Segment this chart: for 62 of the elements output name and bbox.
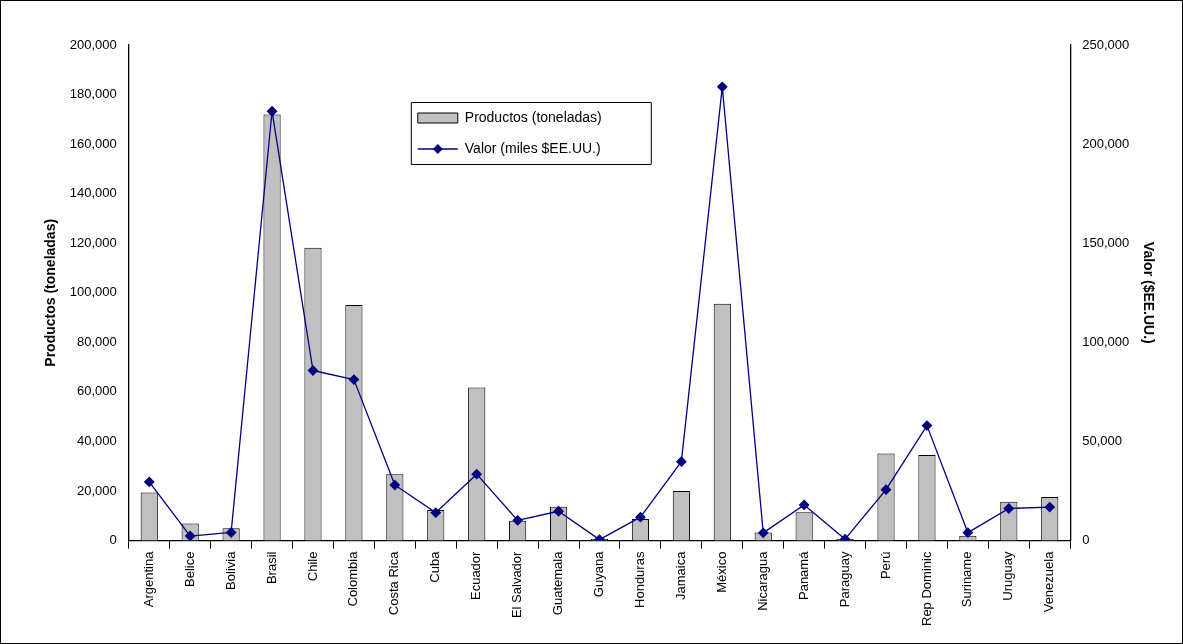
x-tick-label: Jamaica	[672, 550, 688, 601]
point	[880, 484, 892, 495]
point	[717, 81, 728, 92]
x-tick-label: Cuba	[427, 550, 443, 583]
point	[430, 507, 441, 518]
x-tick-label: Suriname	[959, 551, 975, 608]
y-tick-label: 60,000	[77, 383, 117, 399]
x-tick-label: Guatemala	[550, 550, 566, 616]
x-tick-label: Guyana	[591, 550, 607, 598]
x-tick-label: Uruguay	[1000, 551, 1016, 601]
point	[348, 374, 360, 385]
point	[266, 106, 278, 117]
y2-tick-label: 50,000	[1082, 433, 1122, 449]
x-tick-label: Venezuela	[1041, 550, 1057, 613]
point	[1044, 501, 1055, 513]
x-tick-label: Panamá	[795, 550, 811, 601]
y-tick-label: 200,000	[69, 36, 117, 52]
point	[389, 479, 400, 491]
legend-label: Productos (toneladas)	[464, 108, 602, 125]
x-tick-label: Bolivia	[222, 550, 238, 590]
y2-tick-label: 250,000	[1082, 36, 1130, 52]
point	[758, 527, 769, 539]
x-tick-label: Belice	[181, 551, 197, 588]
point	[635, 512, 646, 523]
point	[921, 420, 933, 431]
y-tick-label: 20,000	[77, 482, 117, 498]
y-tick-label: 40,000	[77, 433, 117, 449]
x-tick-label: Colombia	[345, 550, 361, 607]
point	[144, 476, 155, 488]
x-tick-label: Costa Rica	[386, 550, 402, 616]
legend-label: Valor (miles $EE.UU.)	[464, 139, 601, 156]
point	[962, 527, 974, 538]
y2-tick-label: 0	[1082, 532, 1090, 548]
y-tick-label: 100,000	[69, 284, 117, 300]
x-tick-label: Argentina	[140, 550, 156, 608]
y-axis-title: Productos (toneladas)	[42, 218, 59, 367]
y-tick-label: 180,000	[69, 86, 117, 102]
y2-tick-label: 200,000	[1082, 135, 1130, 151]
y2-axis-title: Valor ($EE.UU.)	[1140, 241, 1157, 344]
x-tick-label: Rep Dominic	[918, 551, 934, 627]
y-tick-label: 120,000	[69, 234, 117, 250]
point	[512, 515, 523, 526]
y2-tick-label: 150,000	[1082, 234, 1130, 250]
y-tick-label: 80,000	[77, 333, 117, 349]
y-tick-label: 160,000	[69, 135, 117, 151]
x-tick-label: Perú	[877, 551, 893, 580]
x-tick-label: Honduras	[632, 551, 648, 608]
point	[1003, 503, 1014, 514]
y2-tick-label: 100,000	[1082, 333, 1130, 349]
point	[553, 506, 564, 517]
x-tick-label: Brasil	[263, 551, 279, 585]
x-tick-label: Ecuador	[468, 550, 484, 601]
x-tick-label: Chile	[304, 551, 320, 582]
x-tick-label: México	[713, 551, 729, 593]
x-tick-label: Nicaragua	[754, 550, 770, 611]
point	[471, 469, 482, 480]
point	[799, 499, 810, 511]
x-tick-label: El Salvador	[509, 550, 525, 619]
y-tick-label: 0	[109, 532, 117, 548]
point	[676, 456, 687, 467]
y-tick-label: 140,000	[69, 185, 117, 201]
x-tick-label: Paraguay	[836, 551, 852, 608]
